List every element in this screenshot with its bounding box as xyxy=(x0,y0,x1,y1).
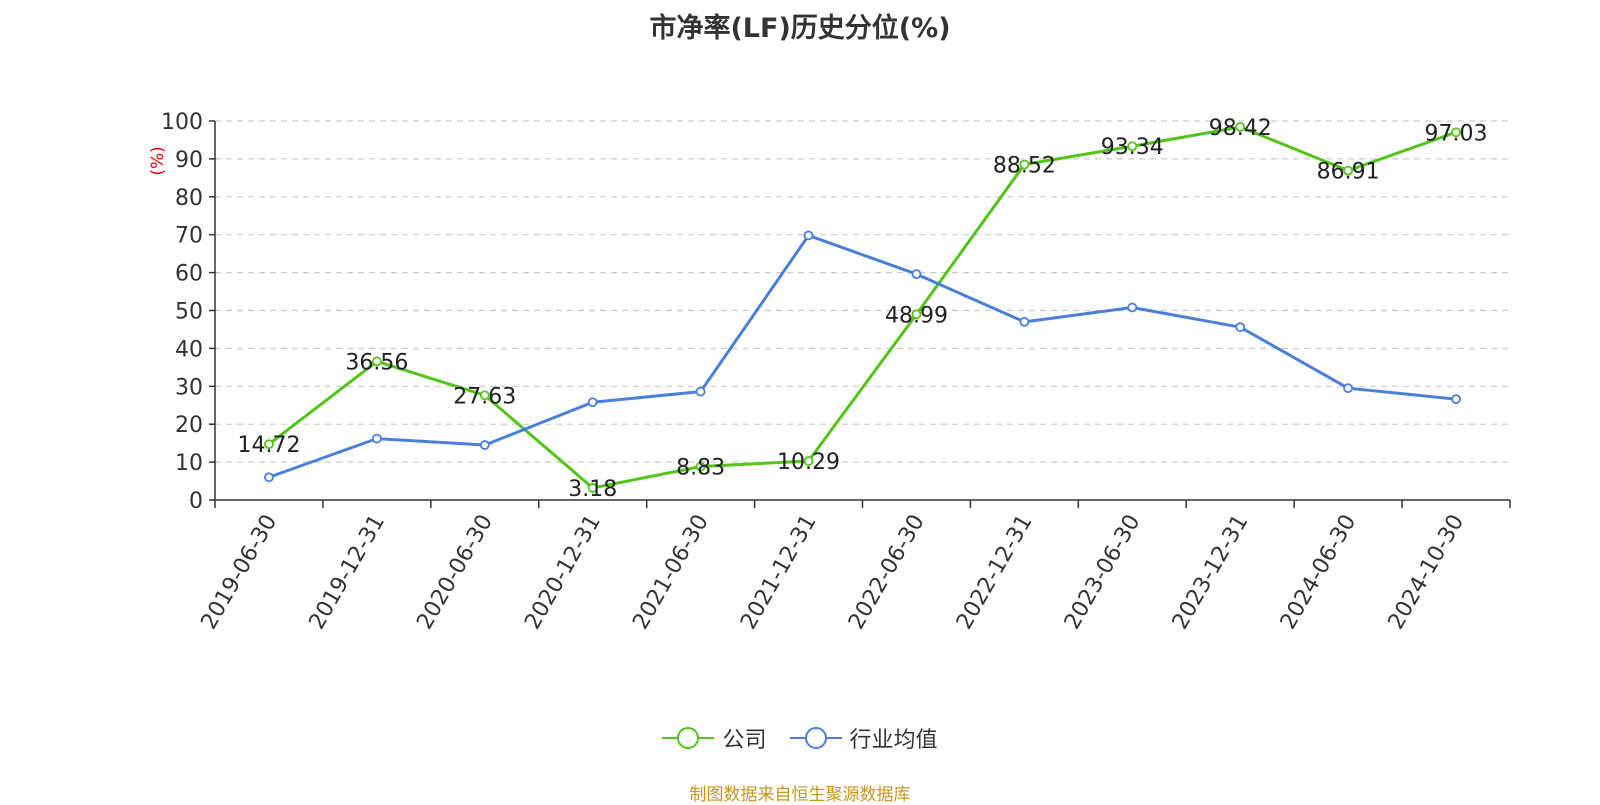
y-tick-label: 60 xyxy=(175,262,203,287)
data-label: 88.52 xyxy=(993,154,1056,179)
data-labels: 14.72 36.56 27.63 3.18 8.83 10.29 48.99 88.52 93… xyxy=(237,116,1487,502)
data-label: 3.18 xyxy=(568,477,617,502)
data-point-company xyxy=(1127,141,1138,152)
data-point-industry xyxy=(803,230,814,241)
grid-lines xyxy=(215,120,1510,463)
data-label: 48.99 xyxy=(885,303,948,328)
legend-item-industry[interactable]: 行业均值 xyxy=(789,722,938,754)
x-tick-label: 2024-10-30 xyxy=(1384,511,1470,634)
y-tick-label: 90 xyxy=(175,148,203,173)
legend-item-company[interactable]: 公司 xyxy=(662,722,767,754)
data-point-industry xyxy=(911,269,922,280)
x-tick-label: 2022-06-30 xyxy=(844,511,930,634)
data-point-industry xyxy=(479,440,490,450)
data-point-company xyxy=(911,309,922,320)
y-tick-label: 100 xyxy=(161,110,203,135)
chart-title: 市净率(LF)历史分位(%) xyxy=(649,13,951,44)
data-label: 10.29 xyxy=(777,450,840,475)
legend-label-industry: 行业均值 xyxy=(849,728,938,753)
data-point-industry xyxy=(1451,394,1461,405)
data-label: 93.34 xyxy=(1101,135,1164,160)
data-label: 97.03 xyxy=(1425,121,1488,146)
x-tick-label: 2021-12-31 xyxy=(736,511,822,634)
legend-industry-marker xyxy=(789,727,842,749)
legend-label-company: 公司 xyxy=(722,728,767,753)
data-point-company xyxy=(1235,122,1246,132)
data-point-company xyxy=(1343,165,1354,176)
x-tick-label: 2023-12-31 xyxy=(1168,511,1254,634)
data-point-industry xyxy=(1127,302,1138,313)
legend: 公司 行业均值 xyxy=(0,722,1600,756)
data-point-company xyxy=(264,439,274,450)
data-point-industry xyxy=(264,472,274,483)
data-point-industry xyxy=(1343,383,1354,394)
y-tick-label: 70 xyxy=(175,224,203,249)
y-tick-label: 30 xyxy=(175,375,203,400)
x-tick-label: 2022-12-31 xyxy=(952,511,1038,634)
data-point-company xyxy=(587,483,598,493)
data-point-industry xyxy=(587,397,598,408)
y-tick-label: 50 xyxy=(175,300,203,325)
data-point-industry xyxy=(1019,316,1030,327)
data-label: 27.63 xyxy=(453,384,516,409)
x-tick-label: 2020-06-30 xyxy=(412,511,498,634)
data-label: 14.72 xyxy=(237,433,300,458)
data-point-company xyxy=(803,456,814,466)
data-point-industry xyxy=(371,433,382,444)
data-point-company xyxy=(1451,127,1461,138)
data-point-industry xyxy=(695,386,706,397)
y-tick-label: 80 xyxy=(175,186,203,211)
x-tick-label: 2020-12-31 xyxy=(520,511,606,634)
y-tick-label: 40 xyxy=(175,337,203,362)
x-tick-label: 2019-06-30 xyxy=(197,511,283,634)
data-point-company xyxy=(479,390,490,401)
y-tick-label: 20 xyxy=(175,413,203,438)
data-point-company xyxy=(695,461,706,472)
series-line-company xyxy=(268,125,1457,490)
x-tick-label: 2024-06-30 xyxy=(1276,511,1362,634)
x-tick-label: 2021-06-30 xyxy=(628,511,714,634)
x-tick-label: 2023-06-30 xyxy=(1060,511,1146,634)
y-axis-title: (%) xyxy=(148,146,168,175)
series-line-industry xyxy=(268,233,1457,479)
x-tick-label: 2019-12-31 xyxy=(304,511,390,634)
data-label: 8.83 xyxy=(676,456,725,481)
data-label: 86.91 xyxy=(1317,160,1380,185)
y-tick-label: 0 xyxy=(189,489,203,514)
y-tick-label: 10 xyxy=(175,451,203,476)
data-label: 98.42 xyxy=(1209,116,1272,141)
data-label: 36.56 xyxy=(345,350,408,375)
data-point-industry xyxy=(1235,322,1246,333)
series-lines xyxy=(264,122,1461,493)
data-point-company xyxy=(1019,159,1030,170)
data-point-company xyxy=(371,356,382,367)
data-source-note: 制图数据来自恒生聚源数据库 xyxy=(689,785,911,805)
legend-company-marker xyxy=(662,727,715,749)
